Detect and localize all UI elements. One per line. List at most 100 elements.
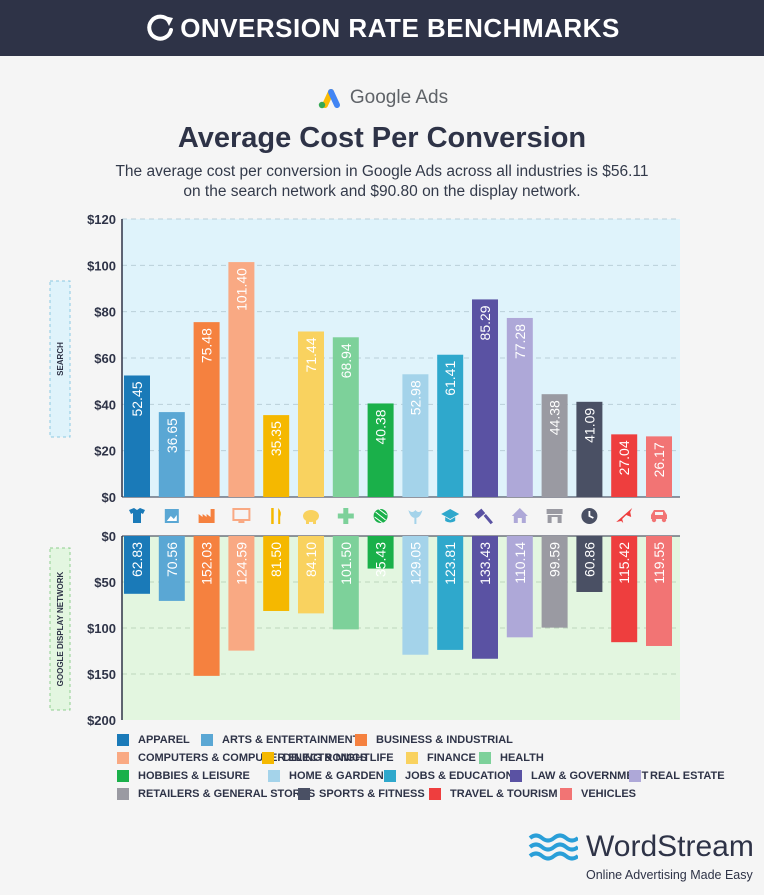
display-tick-label: $100 (87, 621, 116, 636)
legend-swatch (629, 770, 641, 782)
legend-swatch (298, 788, 310, 800)
legend-item: HOME & GARDEN (268, 770, 384, 782)
display-bar (506, 536, 533, 638)
display-bar-value: 60.86 (581, 542, 597, 577)
search-tick-label: $120 (87, 212, 116, 227)
display-bar-value: 115.42 (616, 542, 632, 584)
legend-swatch (117, 770, 129, 782)
search-bar-value: 41.09 (581, 408, 597, 443)
display-bar (193, 536, 220, 676)
search-tick-label: $0 (102, 490, 116, 505)
legend-item: DINING & NIGHTLIFE (262, 752, 394, 764)
display-bar-value: 35.43 (373, 542, 389, 577)
factory-icon (198, 509, 215, 523)
search-bar-value: 26.17 (651, 442, 667, 477)
search-tick-label: $20 (94, 444, 116, 459)
display-bar (472, 536, 498, 659)
legend-item: APPAREL (117, 734, 190, 746)
search-bar-value: 27.04 (616, 440, 632, 475)
legend-label: LAW & GOVERNMENT (531, 770, 649, 782)
legend-swatch (268, 770, 280, 782)
legend-swatch (117, 752, 129, 764)
search-bar (298, 331, 324, 497)
legend-swatch (429, 788, 441, 800)
search-bar-value: 61.41 (442, 361, 458, 396)
legend-label: COMPUTERS & COMPUTER ELECTRONICS (138, 752, 368, 764)
legend-label: VEHICLES (581, 788, 637, 800)
legend-swatch (384, 770, 396, 782)
display-bar-value: 110.14 (512, 542, 528, 584)
legend-item: LAW & GOVERNMENT (510, 770, 648, 782)
header-title: ONVERSION RATE BENCHMARKS (180, 12, 620, 43)
display-bar (263, 536, 290, 611)
store-icon (546, 509, 563, 523)
google-ads-label: Google Ads (349, 87, 449, 108)
search-bar-value: 85.29 (477, 305, 493, 340)
search-bar-value: 35.35 (268, 421, 284, 456)
legend-item: VEHICLES (560, 788, 636, 800)
legend-item: RETAILERS & GENERAL STORES (117, 788, 315, 800)
display-bar (332, 536, 359, 630)
search-bar (263, 415, 290, 497)
search-bar-value: 77.28 (512, 324, 528, 359)
search-bar-value: 36.65 (164, 418, 180, 453)
search-bar-value: 52.98 (407, 380, 423, 415)
chart-subtitle: The average cost per conversion in Googl… (115, 163, 649, 200)
display-bar-value: 81.50 (268, 542, 284, 577)
display-bar-value: 99.59 (547, 542, 563, 577)
display-bar (367, 536, 394, 569)
legend-swatch (406, 752, 418, 764)
legend-swatch (479, 752, 491, 764)
graduation-cap-icon (441, 509, 460, 523)
search-bar (332, 337, 359, 497)
legend-label: DINING & NIGHTLIFE (283, 752, 394, 764)
shirt-icon (129, 508, 145, 523)
legend-swatch (510, 770, 522, 782)
display-bar (228, 536, 255, 651)
legend-swatch (355, 734, 367, 746)
legend-item: TRAVEL & TOURISM (429, 788, 558, 800)
legend-label: ARTS & ENTERTAINMENT (222, 734, 360, 746)
legend-item: ARTS & ENTERTAINMENT (201, 734, 359, 746)
display-bar-value: 84.10 (303, 542, 319, 577)
legend-label: JOBS & EDUCATION (405, 770, 514, 782)
search-bar (228, 262, 255, 497)
clock-icon (581, 508, 598, 524)
display-bar-value: 133.43 (477, 542, 493, 585)
cross-icon (337, 508, 354, 524)
legend-item: FINANCE (406, 752, 476, 764)
display-tick-label: $50 (94, 575, 116, 590)
search-bar-value: 71.44 (303, 337, 319, 372)
google-ads-brand: Google Ads (0, 86, 764, 110)
display-bar-value: 101.50 (338, 542, 354, 585)
flower-icon (408, 510, 423, 524)
display-bar (611, 536, 638, 643)
search-bar-value: 44.38 (547, 400, 563, 435)
legend-label: SPORTS & FITNESS (319, 788, 425, 800)
search-bar-value: 75.48 (199, 328, 215, 363)
house-icon (511, 508, 528, 523)
display-bar (298, 536, 324, 614)
chart-area: $0 $20 $40 $60 $80 $100 $120 $0 $50 $100 $150 $200 S… (49, 212, 680, 728)
cutlery-icon (271, 508, 281, 524)
display-bar (402, 536, 429, 655)
legend-label: HOME & GARDEN (289, 770, 384, 782)
search-bar (402, 374, 429, 497)
search-bar (611, 434, 638, 497)
search-bar-value: 68.94 (338, 343, 354, 378)
display-bar (646, 536, 672, 646)
display-series-label: GOOGLE DISPLAY NETWORK (56, 571, 65, 686)
display-bar (541, 536, 568, 628)
piggy-bank-icon (303, 510, 319, 524)
wordstream-wave-icon (528, 833, 578, 861)
legend-item: REAL ESTATE (629, 770, 725, 782)
search-bar (437, 354, 464, 497)
search-bar (541, 394, 568, 497)
legend-label: HOBBIES & LEISURE (138, 770, 250, 782)
legend-swatch (201, 734, 213, 746)
search-bar (576, 401, 603, 497)
google-ads-logo-icon (318, 89, 340, 109)
picture-icon (164, 509, 179, 523)
wordstream-name: WordStream (586, 830, 754, 863)
legend-item: HOBBIES & LEISURE (117, 770, 250, 782)
